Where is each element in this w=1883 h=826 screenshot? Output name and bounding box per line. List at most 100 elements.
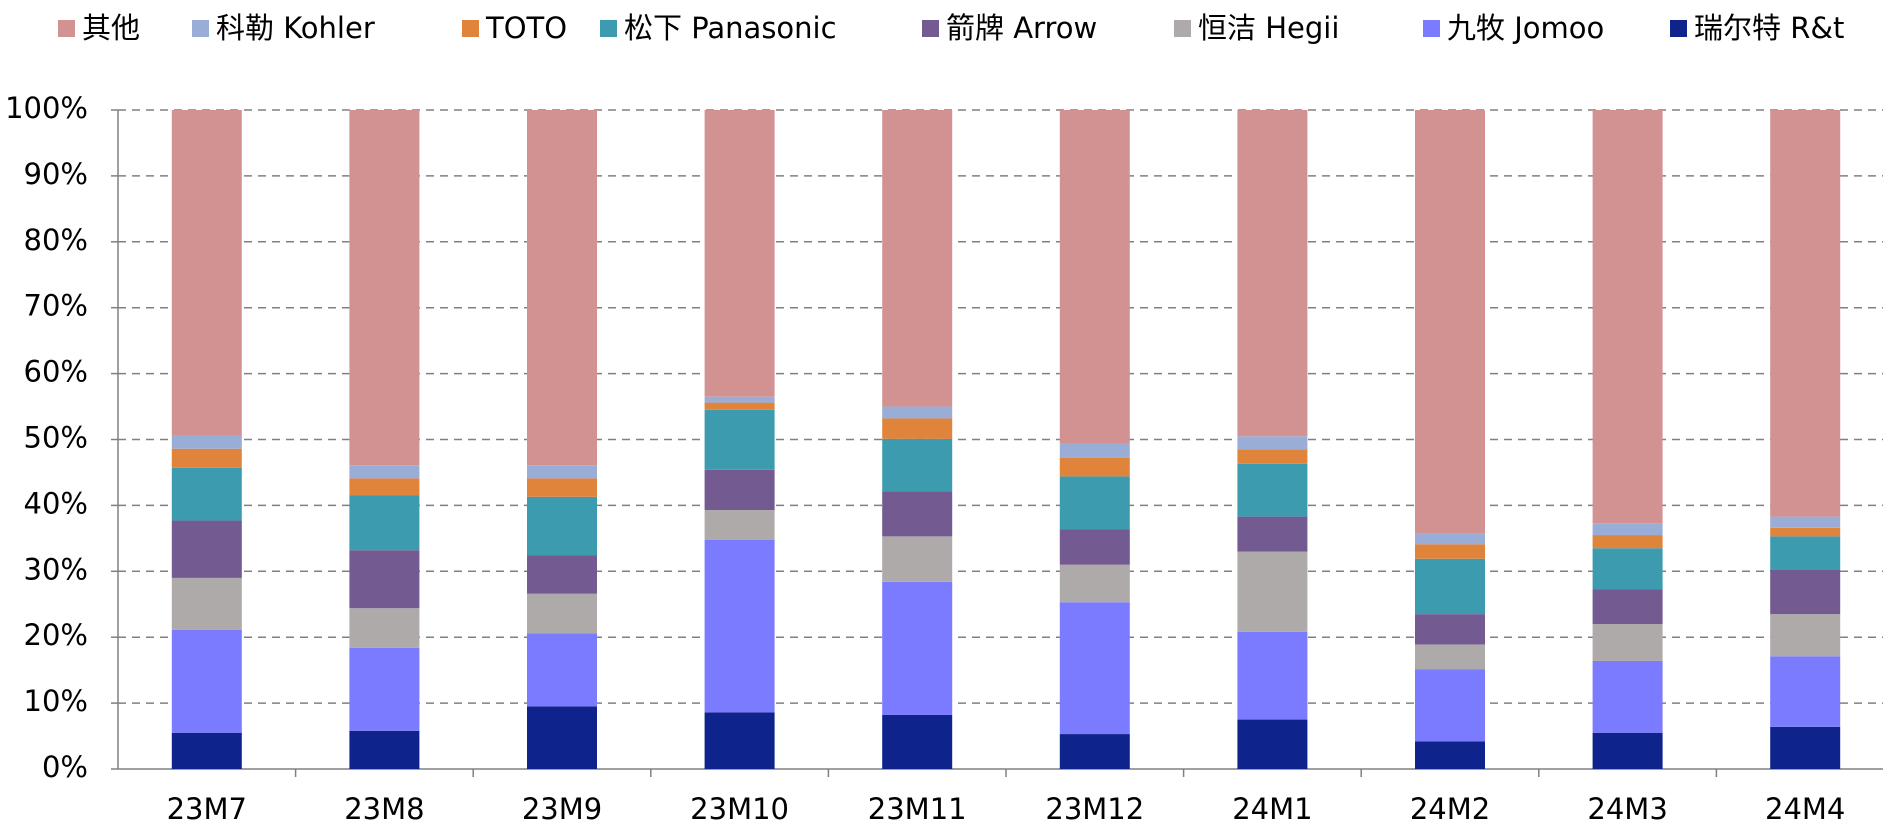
bar-segment [349, 608, 420, 648]
bar-segment [1237, 110, 1308, 437]
bar-segment [527, 555, 597, 594]
bar-segment [1770, 110, 1841, 517]
bar-segment [1770, 516, 1841, 528]
bar-segment [1592, 548, 1663, 590]
bar-segment [1415, 741, 1485, 769]
bar-segment [1592, 535, 1663, 549]
bar-segment [171, 110, 242, 436]
legend-label: 九牧 Jomoo [1447, 11, 1604, 45]
bar-segment [349, 110, 420, 466]
bar-segment [171, 629, 242, 733]
y-tick-label: 60% [24, 355, 88, 389]
bar-segment [882, 110, 953, 407]
x-tick-label: 23M8 [344, 792, 424, 826]
bar-segment [1415, 558, 1485, 615]
x-tick-label: 23M9 [522, 792, 602, 826]
bar-segment [349, 465, 420, 479]
bar-segment [171, 435, 242, 449]
x-tick-label: 23M10 [690, 792, 789, 826]
bar-segment [882, 438, 953, 492]
bar-segment [704, 409, 775, 470]
bar-segment [1415, 644, 1485, 670]
y-tick-label: 50% [24, 421, 88, 455]
bar-segment [527, 496, 597, 556]
bar-segment [704, 469, 775, 511]
bar-segment [1059, 476, 1130, 530]
x-tick-label: 23M7 [167, 792, 247, 826]
y-tick-label: 100% [5, 91, 88, 125]
bar-segment [704, 402, 775, 410]
bar-segment [882, 536, 953, 582]
bar-segment [527, 110, 597, 466]
bar-segment [171, 448, 242, 468]
bar-segment [527, 706, 597, 769]
bar-segment [1237, 436, 1308, 450]
legend-label: TOTO [485, 11, 567, 45]
bar-segment [1592, 589, 1663, 625]
bar-segment [1770, 527, 1841, 537]
bar-segment [349, 478, 420, 496]
legend-swatch [462, 20, 479, 37]
bar-segment [1059, 457, 1130, 477]
bar-segment [171, 467, 242, 521]
legend-swatch [1670, 20, 1687, 37]
y-tick-label: 10% [24, 684, 88, 718]
legend-swatch [1423, 20, 1440, 37]
bar-segment [1059, 602, 1130, 735]
x-tick-label: 24M1 [1232, 792, 1312, 826]
bar-segment [882, 581, 953, 715]
bar-segment [527, 633, 597, 707]
bar-segment [1592, 110, 1663, 524]
x-tick-label: 24M2 [1410, 792, 1490, 826]
y-tick-label: 40% [24, 486, 88, 520]
bar-segment [527, 465, 597, 479]
bar-segment [1415, 110, 1485, 534]
legend-label: 恒洁 Hegii [1198, 11, 1339, 45]
bar-segment [1770, 614, 1841, 657]
legend-swatch [58, 20, 75, 37]
legend-swatch [922, 20, 939, 37]
legend-label: 瑞尔特 R&t [1694, 11, 1844, 45]
bar-segment [704, 712, 775, 769]
bar-segment [1415, 533, 1485, 545]
bar-segment [349, 495, 420, 551]
bar-segment [1415, 544, 1485, 559]
x-tick-label: 24M4 [1765, 792, 1845, 826]
legend-label: 松下 Panasonic [624, 11, 837, 45]
bar-segment [704, 110, 775, 397]
bar-segment [1059, 110, 1130, 444]
y-tick-label: 70% [24, 289, 88, 323]
bar-segment [349, 550, 420, 609]
bar-segment [1770, 569, 1841, 615]
bar-segment [1237, 631, 1308, 720]
bar-segment [1059, 443, 1130, 458]
bar-segment [882, 406, 953, 419]
bar-segment [1237, 719, 1308, 769]
bar-segment [1770, 656, 1841, 727]
bar-segment [1237, 516, 1308, 552]
bar-segment [171, 732, 242, 769]
legend-swatch [192, 20, 209, 37]
y-tick-label: 20% [24, 618, 88, 652]
legend-swatch [600, 20, 617, 37]
bar-segment [1592, 523, 1663, 536]
bar-segment [704, 539, 775, 713]
x-tick-label: 23M11 [868, 792, 967, 826]
y-tick-label: 80% [24, 223, 88, 257]
bar-segment [1592, 660, 1663, 733]
bar-segment [1237, 463, 1308, 517]
bar-segment [349, 647, 420, 731]
y-tick-label: 30% [24, 552, 88, 586]
x-tick-label: 24M3 [1587, 792, 1667, 826]
bar-segment [1059, 529, 1130, 565]
bar-segment [1059, 734, 1130, 769]
bar-segment [1059, 564, 1130, 603]
bar-segment [171, 520, 242, 578]
bar-segment [1237, 551, 1308, 632]
bar-segment [704, 396, 775, 403]
bar-segment [882, 714, 953, 769]
legend-label: 箭牌 Arrow [946, 11, 1097, 45]
legend-label: 其他 [82, 11, 140, 45]
legend-swatch [1174, 20, 1191, 37]
